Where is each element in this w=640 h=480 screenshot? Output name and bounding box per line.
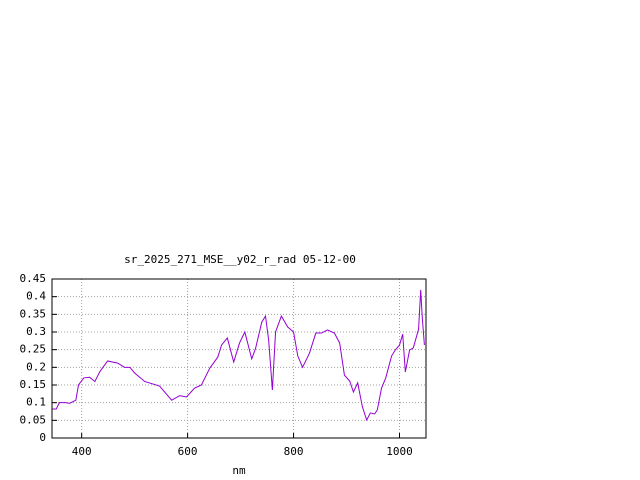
y-tick-label: 0.25 — [20, 343, 47, 356]
data-line — [52, 289, 425, 422]
y-tick-label: 0.05 — [20, 413, 47, 426]
y-tick-label: 0.3 — [26, 325, 46, 338]
y-tick-label: 0.15 — [20, 378, 47, 391]
y-tick-label: 0.4 — [26, 290, 46, 303]
plot-frame — [51, 278, 427, 439]
y-tick-label: 0.2 — [26, 360, 46, 373]
y-tick-label: 0 — [39, 431, 46, 444]
y-tick-label: 0.1 — [26, 396, 46, 409]
y-tick-label: 0.45 — [20, 272, 47, 285]
y-tick-label: 0.35 — [20, 307, 47, 320]
x-axis-label: nm — [232, 464, 246, 477]
x-tick-label: 800 — [284, 445, 304, 458]
chart-title: sr_2025_271_MSE__y02_r_rad 05-12-00 — [124, 253, 356, 266]
x-tick-label: 600 — [178, 445, 198, 458]
x-tick-label: 1000 — [386, 445, 413, 458]
x-tick-label: 400 — [72, 445, 92, 458]
